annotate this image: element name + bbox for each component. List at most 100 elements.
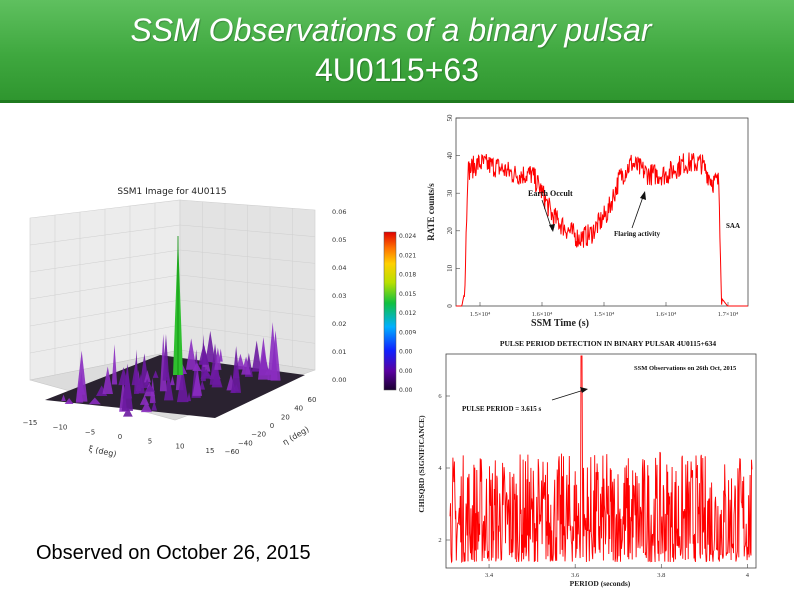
periodogram-chart: PULSE PERIOD DETECTION IN BINARY PULSAR … bbox=[412, 334, 780, 592]
surface-bump bbox=[88, 397, 101, 405]
surface-z-tick: 0.06 bbox=[332, 208, 346, 216]
light-curve-x-tick: 1.6×10⁴ bbox=[532, 311, 553, 318]
surface-y-tick: −40 bbox=[238, 439, 253, 447]
periodogram-x-tick: 3.6 bbox=[571, 572, 580, 579]
surface-y-tick: −20 bbox=[251, 431, 266, 439]
annotation-earth-occult: Earth Occult bbox=[528, 189, 573, 198]
surface-bump bbox=[236, 353, 245, 370]
slide-title-line-2: 4U0115+63 bbox=[315, 52, 479, 88]
surface-x-tick: 5 bbox=[148, 438, 152, 446]
surface-bump bbox=[192, 362, 202, 371]
light-curve-y-tick: 20 bbox=[446, 227, 454, 235]
colorbar-tick: 0.018 bbox=[399, 272, 416, 279]
surface-bump bbox=[176, 367, 189, 403]
periodogram-y-tick: 6 bbox=[438, 393, 442, 400]
periodogram-x-tick: 3.4 bbox=[485, 572, 494, 579]
surface-y-tick: −60 bbox=[225, 448, 240, 456]
surface-z-tick: 0.02 bbox=[332, 320, 346, 328]
surface-x-tick: −15 bbox=[23, 419, 38, 427]
surface-bump bbox=[78, 372, 84, 393]
surface-bump bbox=[192, 369, 203, 396]
surface-bump bbox=[187, 391, 192, 402]
annotation-saa: SAA bbox=[726, 222, 740, 230]
periodogram-subtitle: SSM Observations on 26th Oct, 2015 bbox=[634, 365, 737, 372]
colorbar-tick: 0.009 bbox=[399, 329, 416, 336]
surface-z-tick: 0.00 bbox=[332, 376, 346, 384]
surface-bump bbox=[64, 398, 74, 405]
surface-bump bbox=[203, 369, 210, 377]
colorbar bbox=[383, 231, 397, 391]
surface-bump bbox=[163, 371, 174, 401]
surface-x-tick: 15 bbox=[206, 447, 215, 455]
colorbar-tick: 0.012 bbox=[399, 310, 416, 317]
light-curve-frame bbox=[455, 117, 749, 307]
surface-x-tick: 0 bbox=[118, 433, 122, 441]
light-curve-chart: 0 10 20 30 40 50 1.5×10⁴ 1.6×10⁴ 1.5×10⁴ 1.6×10⁴… bbox=[420, 110, 760, 332]
surface-bump bbox=[144, 378, 150, 385]
light-curve-x-tick: 1.5×10⁴ bbox=[594, 311, 615, 318]
light-curve-y-tick: 50 bbox=[446, 114, 454, 122]
light-curve-x-tick: 1.6×10⁴ bbox=[656, 311, 677, 318]
surface-bump bbox=[241, 356, 252, 375]
surface-bump bbox=[211, 368, 223, 388]
surface-bump bbox=[214, 347, 222, 370]
periodogram-x-tick: 4 bbox=[746, 572, 750, 579]
colorbar-tick: 0.006 bbox=[399, 349, 416, 356]
surface-x-tick: −10 bbox=[53, 424, 68, 432]
surface-bump bbox=[139, 395, 150, 405]
surface-bump bbox=[143, 370, 151, 383]
periodogram-y-tick: 4 bbox=[438, 465, 442, 472]
surface-bump bbox=[151, 401, 158, 411]
pulse-period-annotation: PULSE PERIOD = 3.615 s bbox=[462, 405, 542, 413]
periodogram-y-tick: 2 bbox=[438, 537, 441, 544]
surface-bump bbox=[199, 380, 206, 390]
title-band: SSM Observations of a binary pulsar 4U01… bbox=[0, 0, 794, 103]
colorbar-tick: 0.015 bbox=[399, 291, 416, 298]
surface-y-tick: 60 bbox=[308, 396, 317, 404]
surface-bump bbox=[162, 333, 170, 381]
surface-bump bbox=[267, 322, 278, 381]
surface-x-tick: 10 bbox=[176, 442, 185, 450]
surface-bump bbox=[131, 360, 141, 386]
surface-z-tick: 0.01 bbox=[332, 348, 346, 356]
surface-plot: SSM1 Image for 4U0115 −15 −10 −5 0 5 10 15 −60… bbox=[0, 170, 420, 470]
surface-bump bbox=[231, 346, 241, 393]
light-curve-x-tick: 1.7×10⁴ bbox=[718, 311, 739, 318]
annotation-flaring-activity: Flaring activity bbox=[614, 230, 661, 238]
surface-bump bbox=[144, 384, 156, 392]
colorbar-tick: 0.021 bbox=[399, 252, 416, 259]
surface-bump bbox=[170, 375, 175, 386]
surface-bump bbox=[118, 367, 129, 386]
colorbar-tick: 0.024 bbox=[399, 233, 416, 240]
surface-z-tick: 0.04 bbox=[332, 264, 346, 272]
slide-title-line-1: SSM Observations of a binary pulsar bbox=[130, 12, 652, 48]
light-curve-y-tick: 40 bbox=[446, 152, 454, 160]
observation-date-caption: Observed on October 26, 2015 bbox=[36, 542, 311, 564]
light-curve-y-label: RATE counts/s bbox=[426, 183, 436, 241]
light-curve-y-tick: 10 bbox=[446, 264, 454, 272]
surface-bump bbox=[61, 394, 66, 401]
surface-bump bbox=[198, 343, 209, 365]
surface-plot-title: SSM1 Image for 4U0115 bbox=[117, 187, 226, 197]
surface-y-tick: 20 bbox=[281, 413, 290, 421]
surface-z-tick: 0.03 bbox=[332, 292, 346, 300]
surface-bump bbox=[218, 348, 223, 362]
periodogram-frame bbox=[445, 353, 757, 569]
periodogram-x-label: PERIOD (seconds) bbox=[570, 579, 631, 588]
periodogram-trace bbox=[449, 355, 753, 564]
light-curve-trace bbox=[456, 152, 748, 307]
surface-y-tick: 40 bbox=[294, 405, 303, 413]
surface-bump bbox=[185, 338, 197, 370]
surface-bump bbox=[102, 366, 113, 394]
surface-bump bbox=[111, 344, 118, 385]
light-curve-y-tick: 0 bbox=[446, 304, 454, 308]
light-curve-x-label: SSM Time (s) bbox=[531, 318, 589, 329]
surface-bump bbox=[122, 407, 133, 417]
surface-bump bbox=[251, 340, 262, 372]
surface-x-tick: −5 bbox=[85, 428, 95, 436]
periodogram-title: PULSE PERIOD DETECTION IN BINARY PULSAR … bbox=[500, 339, 717, 348]
colorbar-tick: 0.000 bbox=[399, 387, 416, 394]
surface-bump bbox=[152, 370, 159, 378]
periodogram-y-label: CHISQRD (SIGNIFICANCE) bbox=[417, 415, 426, 513]
surface-floor bbox=[45, 355, 305, 418]
